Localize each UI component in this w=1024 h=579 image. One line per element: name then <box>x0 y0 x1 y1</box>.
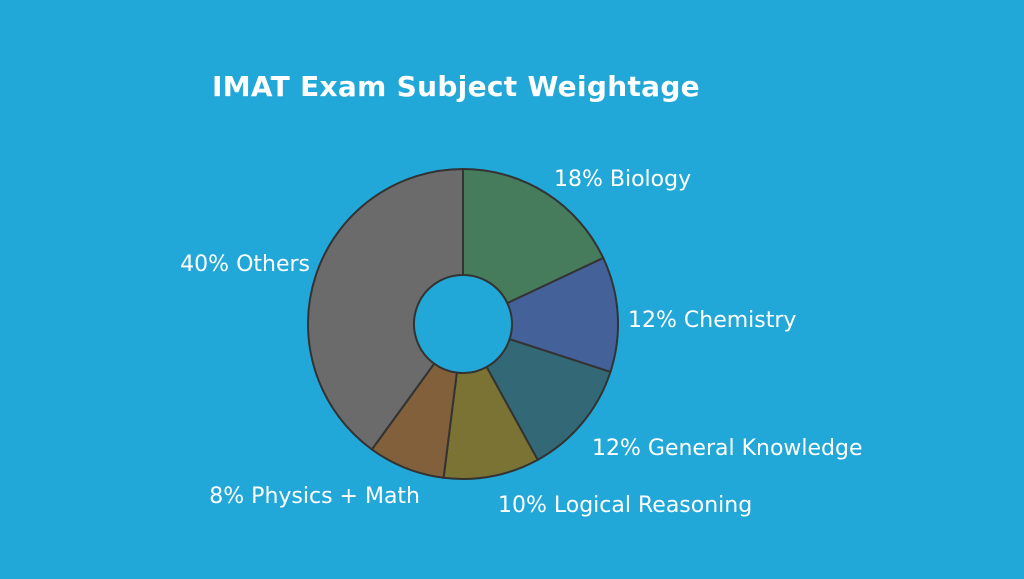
label-physics-math: 8% Physics + Math <box>209 484 420 509</box>
label-chemistry: 12% Chemistry <box>628 308 796 333</box>
label-biology: 18% Biology <box>554 167 691 192</box>
chart-title: IMAT Exam Subject Weightage <box>212 70 700 103</box>
label-logical-reasoning: 10% Logical Reasoning <box>498 493 752 518</box>
slice-chemistry <box>506 256 619 374</box>
slice-biology <box>462 167 605 305</box>
slice-general-knowledge <box>485 337 612 462</box>
slice-others <box>307 167 464 451</box>
label-others: 40% Others <box>180 252 310 277</box>
label-general-knowledge: 12% General Knowledge <box>592 436 863 461</box>
